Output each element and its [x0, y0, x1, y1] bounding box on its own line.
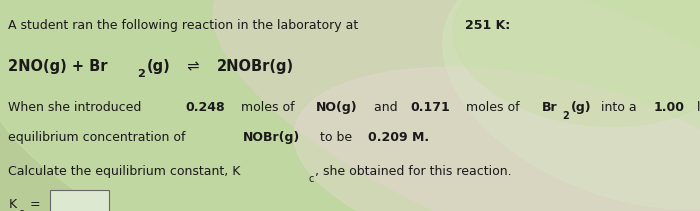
- Text: 0.171: 0.171: [411, 101, 451, 114]
- Text: (g): (g): [147, 59, 171, 74]
- Text: Calculate the equilibrium constant, K: Calculate the equilibrium constant, K: [8, 165, 241, 178]
- Text: moles of: moles of: [237, 101, 298, 114]
- Text: K: K: [8, 198, 17, 211]
- Text: equilibrium concentration of: equilibrium concentration of: [8, 131, 190, 144]
- Text: (g): (g): [570, 101, 591, 114]
- Text: c: c: [308, 174, 314, 184]
- FancyBboxPatch shape: [50, 190, 109, 211]
- Text: liter container, she found the: liter container, she found the: [694, 101, 700, 114]
- Text: 2: 2: [136, 69, 145, 78]
- Text: 1.00: 1.00: [653, 101, 685, 114]
- Text: NO(g): NO(g): [316, 101, 358, 114]
- Ellipse shape: [443, 0, 700, 209]
- Text: =: =: [26, 198, 44, 211]
- Text: and: and: [370, 101, 402, 114]
- Ellipse shape: [214, 0, 700, 211]
- Text: into a: into a: [597, 101, 641, 114]
- Text: 251 K:: 251 K:: [466, 19, 511, 32]
- Text: 0.209 M.: 0.209 M.: [368, 131, 429, 144]
- Text: ⇌: ⇌: [178, 59, 209, 74]
- Text: When she introduced: When she introduced: [8, 101, 146, 114]
- Text: Br: Br: [542, 101, 557, 114]
- Text: , she obtained for this reaction.: , she obtained for this reaction.: [315, 165, 512, 178]
- Text: A student ran the following reaction in the laboratory at: A student ran the following reaction in …: [8, 19, 363, 32]
- Text: c: c: [19, 208, 24, 211]
- Text: 2: 2: [562, 111, 568, 121]
- Text: moles of: moles of: [462, 101, 524, 114]
- Text: 0.248: 0.248: [186, 101, 225, 114]
- Ellipse shape: [454, 0, 700, 126]
- Text: 2NOBr(g): 2NOBr(g): [217, 59, 295, 74]
- Text: 2NO(g) + Br: 2NO(g) + Br: [8, 59, 108, 74]
- Text: to be: to be: [316, 131, 356, 144]
- Ellipse shape: [294, 67, 700, 211]
- Text: NOBr(g): NOBr(g): [243, 131, 300, 144]
